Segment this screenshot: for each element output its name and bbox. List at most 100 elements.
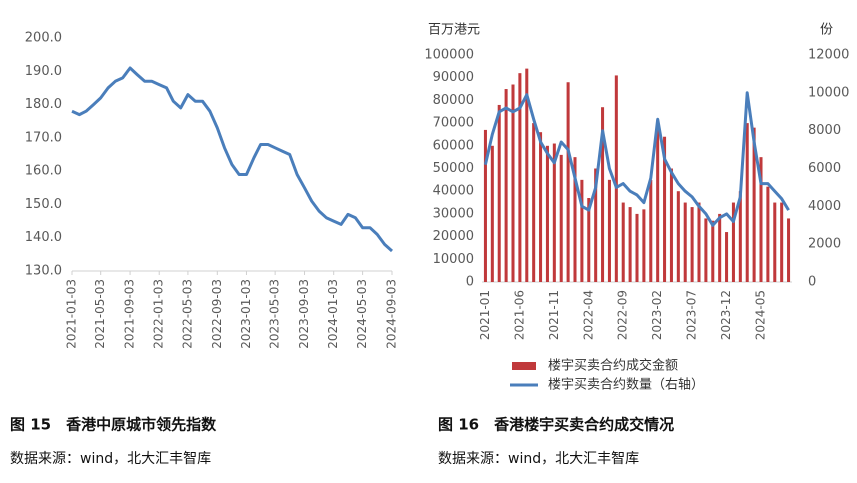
x-tick-label: 2021-06 (512, 290, 526, 340)
x-tick-label: 2023-05-03 (268, 279, 282, 349)
x-tick-label: 2022-04 (581, 290, 595, 340)
source: 数据来源：wind，北大汇丰智库 (10, 451, 211, 467)
y-tick-label: 150.0 (25, 197, 62, 212)
bar (483, 129, 487, 282)
x-tick-label: 2024-05 (754, 290, 768, 340)
y-tick-label: 70000 (433, 116, 474, 131)
bar (601, 107, 605, 283)
bar (566, 82, 570, 283)
bar (580, 179, 584, 282)
y-tick-label: 190.0 (25, 64, 62, 79)
x-tick-label: 2024-09-03 (385, 279, 399, 349)
x-tick-label: 2023-02 (650, 290, 664, 340)
legend-label: 楼宇买卖合约数量（右轴） (548, 378, 704, 393)
bar (490, 145, 494, 282)
y-tick-label: 80000 (433, 93, 474, 108)
bar (725, 232, 729, 282)
bar (773, 202, 777, 282)
y-axis-title: 百万港元 (428, 23, 480, 38)
y2-axis-title: 份 (820, 23, 833, 38)
bar (559, 154, 563, 282)
bar (587, 198, 591, 282)
x-tick-label: 2021-09-03 (123, 279, 137, 349)
bar (704, 218, 708, 282)
y-tick-label: 10000 (433, 252, 474, 267)
y-tick-label: 100000 (424, 48, 474, 63)
x-tick-label: 2022-09-03 (210, 279, 224, 349)
legend-label: 楼宇买卖合约成交金额 (548, 358, 678, 374)
bar (697, 202, 701, 282)
y-tick-label: 170.0 (25, 130, 62, 145)
x-tick-label: 2024-05-03 (355, 279, 369, 349)
x-tick-label: 2023-01-03 (239, 279, 253, 349)
y-tick-label: 180.0 (25, 97, 62, 112)
x-tick-label: 2022-09 (616, 290, 630, 340)
y-tick-label: 0 (466, 275, 474, 290)
y-tick-label: 200.0 (25, 31, 62, 46)
y2-tick-label: 6000 (808, 161, 841, 176)
y2-tick-label: 10000 (808, 85, 849, 100)
y2-tick-label: 8000 (808, 123, 841, 138)
legend-swatch (512, 362, 536, 370)
bar (614, 75, 618, 283)
caption: 图 16 香港楼宇买卖合约成交情况 (438, 416, 674, 434)
bar (780, 202, 784, 282)
y-tick-label: 60000 (433, 138, 474, 153)
y2-tick-label: 4000 (808, 199, 841, 214)
x-tick-label: 2024-01-03 (326, 279, 340, 349)
bar (718, 213, 722, 282)
bar (642, 209, 646, 282)
x-tick-label: 2022-01-03 (152, 279, 166, 349)
bar (766, 186, 770, 282)
bar (731, 202, 735, 282)
bar (711, 220, 715, 282)
bar (518, 73, 522, 282)
y-tick-label: 90000 (433, 70, 474, 85)
bar (621, 202, 625, 282)
y-tick-label: 30000 (433, 206, 474, 221)
bar (635, 213, 639, 282)
y2-tick-label: 12000 (808, 48, 849, 63)
bar (552, 143, 556, 282)
x-tick-label: 2021-05-03 (93, 279, 107, 349)
bar (539, 132, 543, 282)
bar (656, 123, 660, 282)
bar (525, 68, 529, 283)
bar (628, 207, 632, 282)
y-tick-label: 140.0 (25, 230, 62, 245)
bar (497, 104, 501, 282)
bar (649, 179, 653, 282)
y-tick-label: 130.0 (25, 264, 62, 279)
bar (594, 168, 598, 282)
caption: 图 15 香港中原城市领先指数 (10, 416, 217, 434)
bar (759, 157, 763, 282)
y-tick-label: 160.0 (25, 164, 62, 179)
x-tick-label: 2021-01-03 (65, 279, 79, 349)
y2-tick-label: 2000 (808, 237, 841, 252)
y2-tick-label: 0 (808, 275, 816, 290)
bar (532, 123, 536, 282)
bar (676, 191, 680, 282)
x-tick-label: 2023-12 (719, 290, 733, 340)
source: 数据来源：wind，北大汇丰智库 (438, 451, 639, 467)
bar (504, 89, 508, 282)
bar (690, 207, 694, 282)
bar (787, 218, 791, 282)
x-tick-label: 2021-11 (547, 290, 561, 340)
x-tick-label: 2022-05-03 (180, 279, 194, 349)
bar (738, 191, 742, 282)
bar (669, 168, 673, 282)
bar (511, 84, 515, 282)
bar (752, 127, 756, 282)
bar (745, 123, 749, 282)
bar (663, 136, 667, 282)
count-line (483, 91, 790, 227)
x-tick-label: 2023-09-03 (297, 279, 311, 349)
y-tick-label: 50000 (433, 161, 474, 176)
index-line (71, 66, 393, 253)
y-tick-label: 40000 (433, 184, 474, 199)
bar (573, 157, 577, 282)
x-tick-label: 2023-07 (685, 290, 699, 340)
bar (607, 179, 611, 282)
y-tick-label: 20000 (433, 229, 474, 244)
